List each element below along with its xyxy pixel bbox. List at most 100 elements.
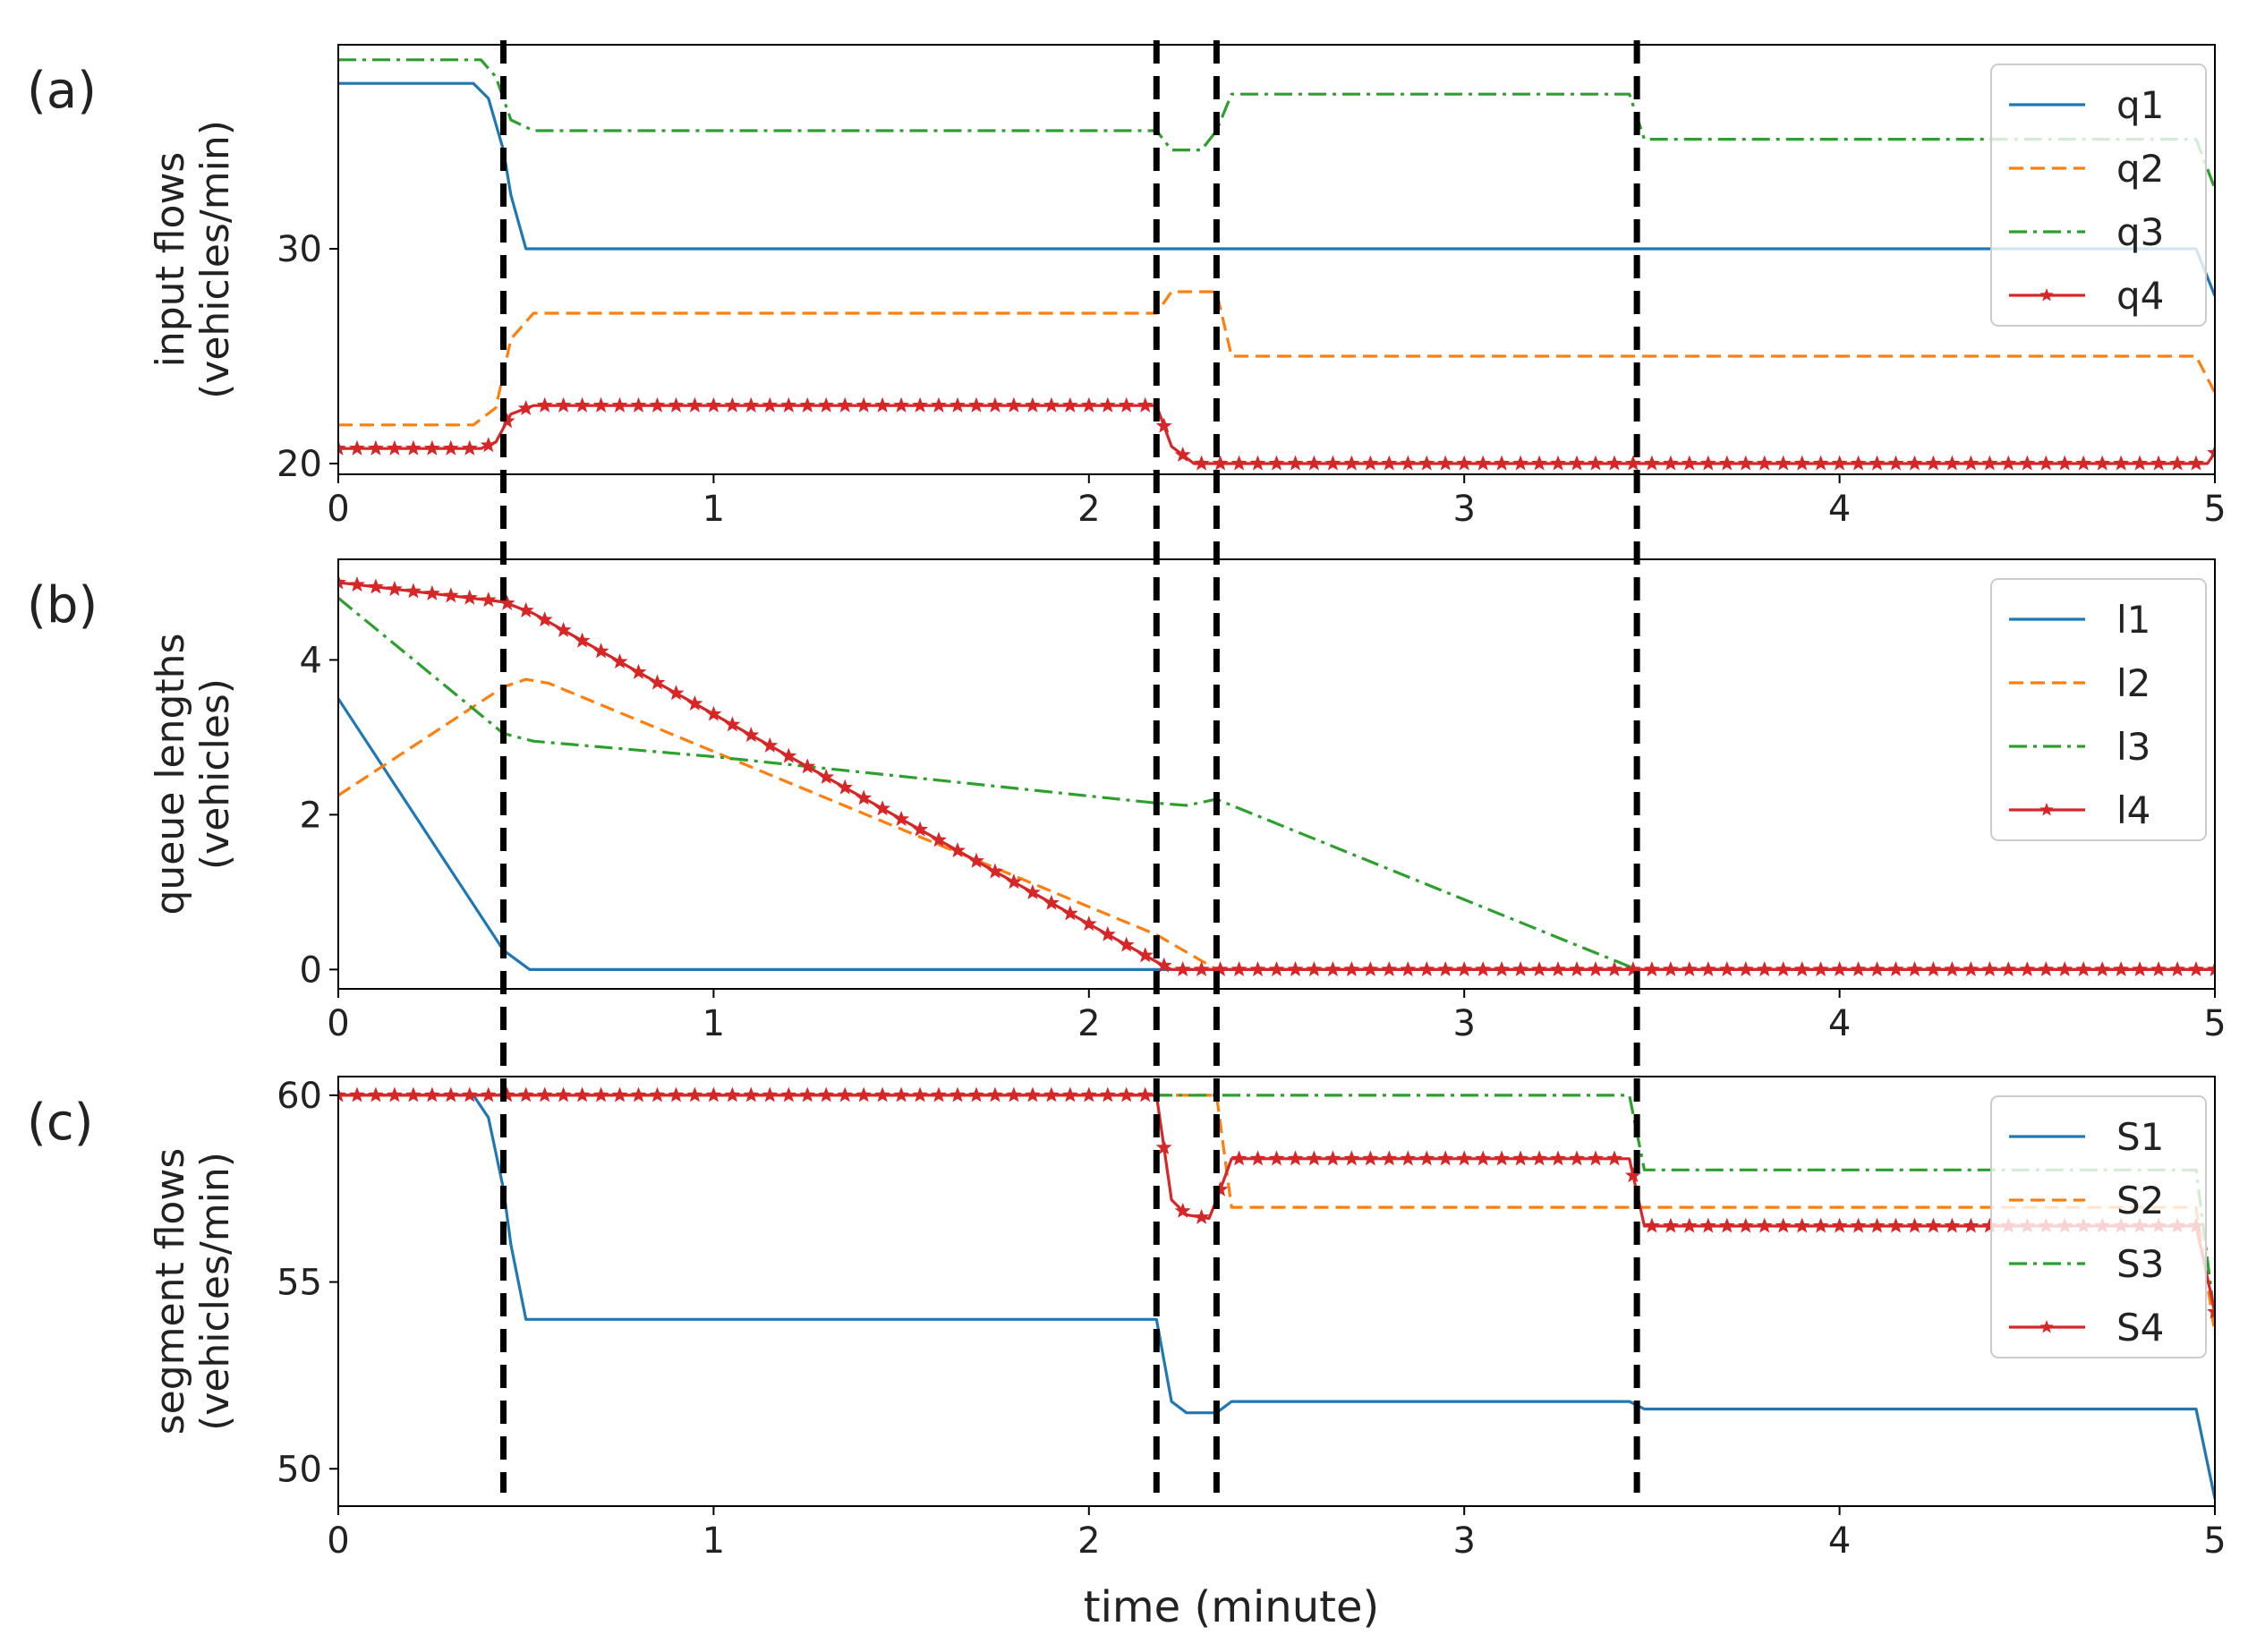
marker-S4 (480, 1086, 497, 1103)
marker-q4 (1324, 455, 1341, 471)
marker-l4 (367, 578, 384, 594)
x-tick-label: 4 (1828, 1520, 1851, 1562)
marker-q4 (1624, 455, 1641, 471)
marker-l4 (893, 810, 910, 826)
marker-q4 (592, 396, 609, 413)
marker-l4 (1531, 961, 1548, 977)
marker-l4 (1193, 961, 1210, 977)
marker-l4 (2132, 961, 2149, 977)
marker-l4 (1362, 960, 1379, 977)
marker-l4 (1681, 961, 1698, 977)
marker-S4 (404, 1086, 422, 1103)
marker-S4 (611, 1086, 628, 1103)
marker-l4 (743, 727, 760, 743)
marker-l4 (1118, 936, 1135, 952)
marker-q4 (1906, 455, 1923, 471)
marker-q4 (1193, 455, 1210, 471)
marker-S4 (1024, 1086, 1041, 1103)
marker-q4 (367, 439, 384, 456)
marker-S4 (668, 1086, 685, 1103)
marker-q4 (1737, 455, 1754, 471)
marker-q4 (1137, 396, 1154, 413)
marker-S4 (1005, 1086, 1022, 1103)
marker-l4 (386, 580, 403, 596)
marker-l4 (1569, 961, 1585, 977)
marker-l4 (856, 789, 873, 805)
marker-q4 (893, 396, 910, 413)
marker-l4 (1249, 961, 1266, 977)
marker-l4 (1400, 961, 1417, 977)
marker-S4 (1944, 1217, 1961, 1233)
marker-S4 (536, 1086, 553, 1103)
series-markers-l4 (338, 574, 2215, 977)
x-tick-label: 5 (2203, 1003, 2226, 1044)
marker-q4 (423, 439, 440, 456)
marker-S4 (1699, 1217, 1716, 1233)
marker-q4 (1850, 455, 1867, 471)
marker-l4 (338, 574, 346, 590)
marker-q4 (2075, 455, 2092, 471)
legend-label-S4: S4 (2116, 1306, 2164, 1350)
marker-l4 (1437, 961, 1454, 977)
marker-q4 (1925, 455, 1942, 471)
marker-S4 (780, 1086, 797, 1103)
marker-q4 (1550, 455, 1567, 471)
marker-S4 (338, 1086, 346, 1103)
legend-label-l4: l4 (2116, 788, 2150, 832)
marker-S4 (1193, 1208, 1210, 1224)
marker-q4 (1699, 455, 1716, 471)
marker-l4 (724, 716, 741, 732)
y-tick-label: 4 (300, 640, 322, 681)
marker-S4 (592, 1086, 609, 1103)
marker-l4 (1981, 961, 1998, 977)
marker-q4 (1981, 455, 1998, 471)
marker-l4 (968, 852, 984, 868)
marker-l4 (2019, 961, 2036, 977)
legend-marker-q4 (2039, 288, 2054, 302)
marker-S4 (986, 1086, 1003, 1103)
marker-l4 (2207, 961, 2215, 977)
marker-S4 (1080, 1086, 1097, 1103)
marker-S4 (762, 1086, 779, 1103)
marker-l4 (2094, 961, 2111, 977)
marker-S4 (1775, 1217, 1792, 1233)
marker-l4 (1512, 961, 1529, 977)
marker-q4 (668, 396, 685, 413)
series-line-S3 (338, 1094, 2215, 1320)
marker-q4 (555, 396, 572, 413)
legend-label-S3: S3 (2116, 1242, 2164, 1286)
marker-q4 (574, 396, 591, 413)
marker-q4 (874, 396, 890, 413)
marker-q4 (1400, 455, 1417, 471)
marker-q4 (1005, 396, 1022, 413)
legend-label-S2: S2 (2116, 1179, 2164, 1222)
marker-l4 (1925, 960, 1942, 977)
marker-q4 (2188, 455, 2204, 471)
marker-l4 (1343, 961, 1360, 977)
marker-S4 (686, 1086, 703, 1103)
marker-l4 (1099, 925, 1116, 941)
marker-S4 (1099, 1086, 1116, 1103)
x-tick-label: 3 (1452, 1520, 1475, 1562)
legend-label-q2: q2 (2116, 147, 2164, 191)
marker-q4 (1118, 396, 1135, 413)
marker-S4 (1230, 1150, 1247, 1166)
marker-l4 (517, 601, 534, 617)
marker-l4 (1662, 961, 1679, 977)
marker-S4 (1494, 1150, 1511, 1166)
legend-box (1990, 1095, 2207, 1358)
marker-q4 (2019, 455, 2036, 471)
marker-S4 (1963, 1217, 1980, 1233)
marker-l4 (1588, 961, 1604, 977)
marker-q4 (1268, 455, 1285, 471)
x-tick-label: 1 (702, 489, 725, 530)
x-tick-label: 5 (2203, 1520, 2226, 1562)
marker-l4 (1475, 961, 1492, 977)
legend-label-S1: S1 (2116, 1115, 2164, 1159)
axes-frame (337, 558, 2216, 990)
panel-label: (a) (27, 62, 97, 120)
marker-q4 (2056, 455, 2073, 471)
marker-S4 (1343, 1150, 1360, 1166)
marker-q4 (480, 437, 497, 453)
